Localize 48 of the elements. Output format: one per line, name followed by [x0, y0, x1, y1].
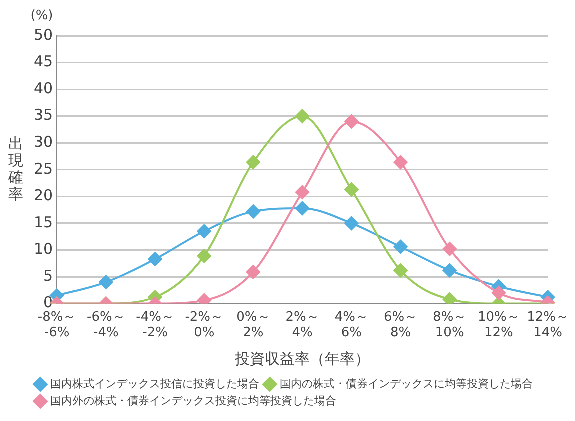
point: [442, 292, 457, 304]
x-tick-label: -8%～ -6%: [38, 310, 76, 341]
x-axis-title: 投資収益率（年率）: [234, 350, 370, 368]
x-tick-label: 12%～ 14%: [527, 310, 570, 341]
point: [197, 249, 212, 264]
point: [99, 275, 114, 290]
point: [492, 286, 506, 300]
legend-label: 国内外の株式・債券インデックス投資に均等投資した場合: [50, 394, 336, 408]
y-axis-title: 出現確率: [8, 134, 24, 204]
point: [296, 201, 310, 216]
y-tick-label: 5: [44, 266, 54, 285]
y-tick-label: 25: [34, 160, 54, 178]
x-tick-label: -6%～ -4%: [87, 310, 126, 341]
point: [344, 216, 359, 230]
x-tick-label: 2%～ 4%: [286, 310, 320, 341]
y-tick-label: 10: [34, 240, 54, 258]
y-tick-label: 20: [34, 186, 54, 205]
legend-label: 国内株式インデックス投信に投資した場合: [50, 377, 260, 390]
x-tick-label: 0%～ 2%: [236, 310, 270, 341]
point: [394, 240, 408, 254]
point: [344, 114, 359, 129]
point: [394, 264, 408, 278]
y-tick-label: 0: [44, 294, 54, 312]
y-tick-label: 40: [34, 79, 54, 98]
y-tick-label: 15: [34, 213, 54, 232]
point: [197, 224, 212, 238]
point: [246, 265, 260, 280]
x-tick-label: -4%～ -2%: [136, 310, 174, 341]
x-tick-label: -2%～ 0%: [185, 310, 224, 341]
x-tick-label: 8%～ 10%: [433, 310, 467, 341]
point: [296, 109, 310, 124]
y-tick-label: 35: [34, 106, 54, 124]
text: (%): [30, 8, 54, 24]
point: [246, 204, 260, 219]
point: [442, 242, 457, 256]
point: [148, 252, 162, 266]
y-tick-label: 30: [34, 133, 54, 152]
x-tick-label: 10%～ 12%: [478, 310, 520, 341]
x-tick-label: 4%～ 6%: [334, 310, 368, 341]
point: [344, 182, 359, 197]
point: [394, 155, 408, 170]
point: [296, 185, 310, 200]
y-tick-label: 50: [34, 26, 54, 44]
point: [246, 155, 260, 170]
point: [442, 264, 457, 278]
legend-label: 国内の株式・債券インデックスに均等投資した場合: [280, 377, 533, 390]
y-tick-label: 45: [34, 52, 54, 71]
x-tick-label: 6%～ 8%: [384, 310, 418, 341]
